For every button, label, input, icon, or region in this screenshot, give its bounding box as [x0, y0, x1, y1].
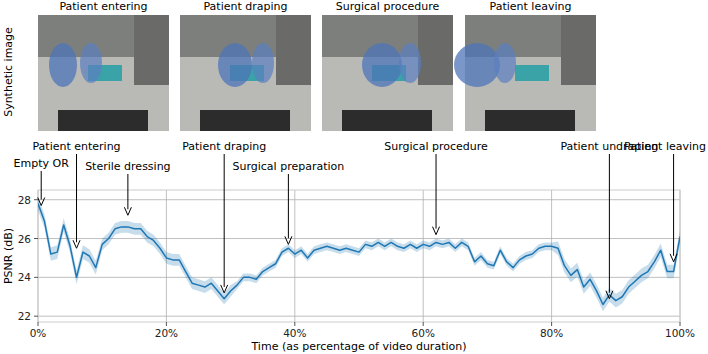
image-row-label: Synthetic image — [2, 27, 15, 117]
annotation-arrowhead — [285, 236, 292, 244]
synthetic-image — [38, 15, 169, 131]
image-person — [49, 43, 77, 87]
annotation-arrow — [76, 154, 77, 242]
annotation-arrow — [127, 174, 128, 209]
image-table — [515, 65, 549, 81]
annotation-text: Surgical preparation — [232, 160, 344, 173]
synthetic-image — [322, 15, 453, 131]
image-person — [80, 43, 102, 83]
annotation-arrow — [288, 174, 289, 238]
image-floor — [38, 15, 169, 131]
tick-label: 20% — [155, 327, 178, 339]
image-title: Patient entering — [59, 0, 147, 13]
image-foreground — [342, 110, 432, 131]
image-foreground — [200, 110, 290, 131]
annotation-text: Surgical procedure — [384, 140, 488, 153]
tick — [34, 199, 38, 200]
line — [38, 204, 680, 305]
plot-data — [38, 197, 680, 312]
annotation-arrow — [224, 154, 225, 287]
tick — [423, 322, 424, 326]
y-axis-label: PSNR (dB) — [2, 228, 15, 284]
tick-label: 100% — [665, 327, 695, 339]
tick-label: 26 — [18, 233, 32, 245]
annotation-arrowhead — [670, 254, 677, 262]
image-title: Surgical procedure — [336, 0, 440, 13]
image-foreground — [485, 110, 575, 131]
tick — [34, 277, 38, 278]
grid-line — [423, 190, 424, 322]
annotation-text: Sterile dressing — [85, 160, 170, 173]
tick — [34, 316, 38, 317]
synthetic-image — [454, 15, 596, 131]
tick — [551, 322, 552, 326]
tick-label: 80% — [540, 327, 563, 339]
annotation-arrow — [436, 154, 437, 229]
tick — [38, 322, 39, 326]
plot-frame — [38, 190, 680, 322]
tick — [294, 322, 295, 326]
grid-line — [38, 199, 680, 200]
image-equipment — [134, 15, 169, 85]
image-title: Patient draping — [203, 0, 287, 13]
image-title: Patient leaving — [490, 0, 572, 13]
tick — [166, 322, 167, 326]
image-person — [454, 43, 500, 87]
annotation-arrowhead — [221, 285, 228, 293]
annotation-text: Patient draping — [182, 140, 266, 153]
tick-label: 40% — [283, 327, 306, 339]
image-person — [252, 43, 274, 83]
annotation-arrowhead — [38, 198, 45, 206]
tick — [34, 238, 38, 239]
image-person — [218, 43, 252, 87]
grid-line — [38, 316, 680, 317]
image-person — [494, 43, 516, 83]
annotation-arrowhead — [606, 291, 613, 299]
annotation-arrowhead — [433, 227, 440, 235]
annotation-text: Empty OR — [14, 157, 70, 170]
grid-line — [551, 190, 552, 322]
tick — [680, 322, 681, 326]
synthetic-image — [180, 15, 311, 131]
annotation-text: Patient entering — [32, 140, 120, 153]
tick-label: 24 — [18, 271, 32, 283]
annotation-arrowhead — [124, 207, 131, 215]
image-equipment — [561, 15, 596, 85]
image-floor — [180, 15, 311, 131]
image-floor — [322, 15, 453, 131]
tick-label: 22 — [18, 310, 31, 322]
tick-label: 28 — [18, 194, 31, 206]
tick-label: 0% — [30, 327, 47, 339]
tick-label: 60% — [412, 327, 435, 339]
x-axis-label: Time (as percentage of video duration) — [250, 340, 466, 353]
image-person — [399, 43, 421, 83]
annotation-arrow — [41, 171, 42, 200]
image-foreground — [58, 110, 148, 131]
annotation-arrowhead — [73, 240, 80, 248]
image-equipment — [276, 15, 311, 85]
annotation-text: Patient leaving — [624, 140, 706, 153]
image-equipment — [418, 15, 453, 85]
image-person — [362, 43, 402, 87]
confidence-band — [38, 197, 680, 312]
annotation-arrow — [609, 154, 610, 293]
grid-line — [38, 238, 680, 239]
grid-line — [38, 277, 680, 278]
annotation-arrow — [673, 154, 674, 256]
